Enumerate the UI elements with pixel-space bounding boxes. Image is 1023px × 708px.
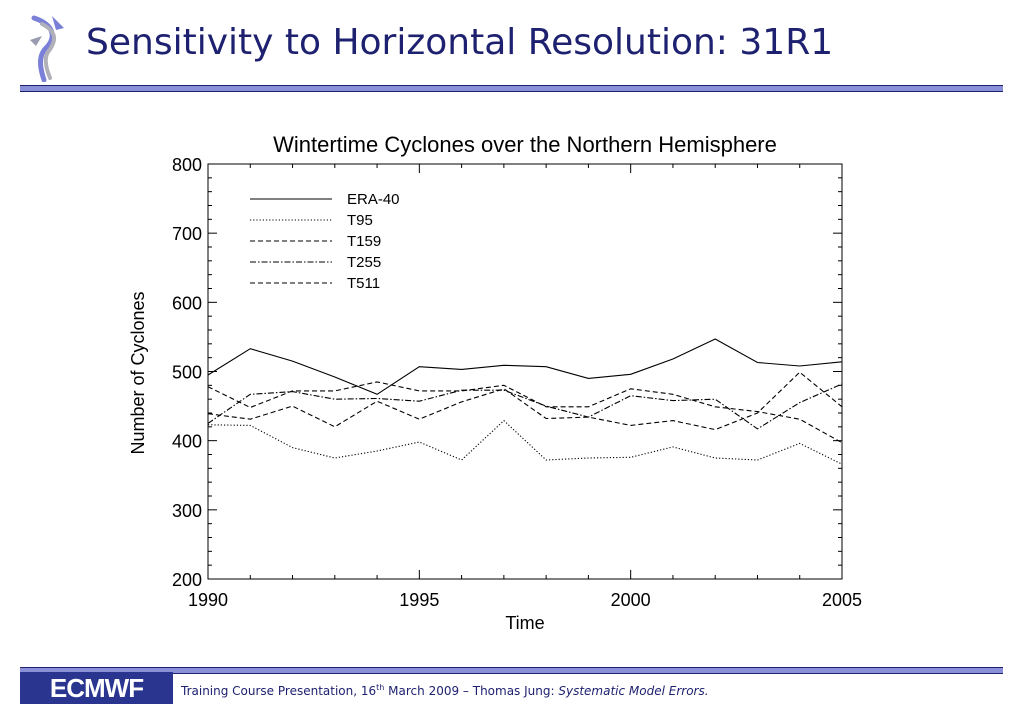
- footer-prefix: Training Course Presentation, 16: [181, 684, 377, 698]
- legend-label-t95: T95: [347, 212, 373, 229]
- footer-rule: [20, 667, 1003, 674]
- y-tick-label: 800: [172, 155, 202, 175]
- footer-italic: Systematic Model Errors.: [558, 684, 709, 698]
- legend-label-t159: T159: [347, 233, 381, 250]
- ecmwf-logo-text: ECMWF: [49, 672, 144, 703]
- chart-ylabel: Number of Cyclones: [128, 291, 148, 454]
- legend-label-t511: T511: [347, 275, 380, 292]
- series-line-t511: [207, 371, 843, 431]
- footer-text: Training Course Presentation, 16th March…: [181, 683, 709, 698]
- series-line-t95: [207, 419, 843, 465]
- series-line-t159: [207, 381, 843, 444]
- series-line-t255: [207, 383, 843, 430]
- ecmwf-logo: ECMWF: [20, 672, 173, 704]
- slide-title: Sensitivity to Horizontal Resolution: 31…: [86, 22, 834, 63]
- legend-label-t255: T255: [347, 254, 381, 271]
- series-lines: [207, 338, 843, 465]
- header-rule: [20, 85, 1003, 92]
- x-tick-label: 1990: [188, 590, 228, 610]
- axis-ticks: 200 300 400 500 600 700 800 1990 1995 2000 2005: [172, 155, 862, 610]
- footer-sup: th: [376, 683, 385, 692]
- x-tick-label: 2005: [822, 590, 862, 610]
- plot-area-border: [207, 163, 843, 580]
- y-tick-label: 400: [172, 432, 202, 452]
- chart-legend: ERA-40 T95 T159 T255 T511: [250, 191, 400, 292]
- footer-mid: March 2009 – Thomas Jung:: [384, 684, 559, 698]
- cyclone-line-chart: Wintertime Cyclones over the Northern He…: [128, 132, 862, 633]
- legend-label-era-40: ERA-40: [347, 191, 400, 208]
- ecmwf-emblem-icon: [30, 15, 64, 82]
- y-tick-label: 700: [172, 224, 202, 244]
- chart-xlabel: Time: [505, 613, 544, 633]
- series-line-era-40: [207, 338, 843, 395]
- chart-title: Wintertime Cyclones over the Northern He…: [273, 132, 777, 157]
- y-tick-label: 500: [172, 363, 202, 383]
- y-tick-label: 200: [172, 570, 202, 590]
- x-tick-label: 1995: [399, 590, 439, 610]
- plot-frame: [207, 163, 843, 580]
- y-tick-label: 600: [172, 293, 202, 313]
- x-tick-label: 2000: [611, 590, 651, 610]
- y-tick-label: 300: [172, 501, 202, 521]
